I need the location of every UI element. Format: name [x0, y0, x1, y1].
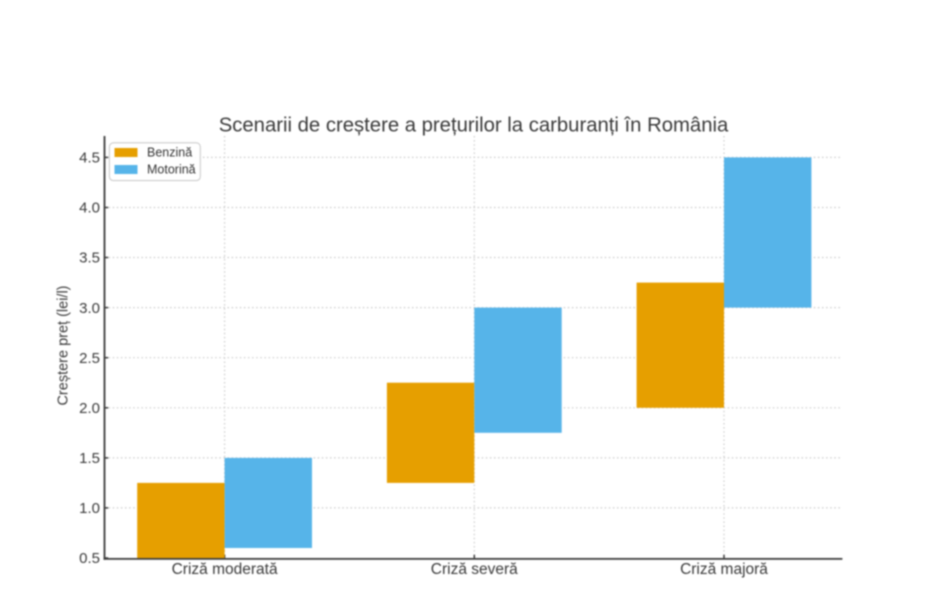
svg-text:Benzină: Benzină [147, 146, 192, 160]
svg-text:Criză moderată: Criză moderată [172, 561, 278, 578]
svg-text:2.5: 2.5 [79, 350, 100, 367]
svg-text:4.5: 4.5 [79, 150, 100, 167]
svg-text:Motorină: Motorină [147, 163, 196, 177]
svg-text:Creștere preț (lei/l): Creștere preț (lei/l) [56, 285, 72, 405]
svg-text:Criză severă: Criză severă [431, 561, 518, 578]
svg-text:Criză majoră: Criză majoră [680, 561, 768, 578]
svg-text:0.5: 0.5 [79, 550, 100, 567]
svg-text:4.0: 4.0 [79, 200, 100, 217]
svg-text:Scenarii de creștere a prețuri: Scenarii de creștere a prețurilor la car… [219, 114, 729, 136]
svg-text:2.0: 2.0 [79, 400, 100, 417]
svg-text:3.0: 3.0 [79, 300, 100, 317]
svg-text:1.0: 1.0 [79, 500, 100, 517]
svg-text:1.5: 1.5 [79, 450, 100, 467]
svg-text:3.5: 3.5 [79, 250, 100, 267]
